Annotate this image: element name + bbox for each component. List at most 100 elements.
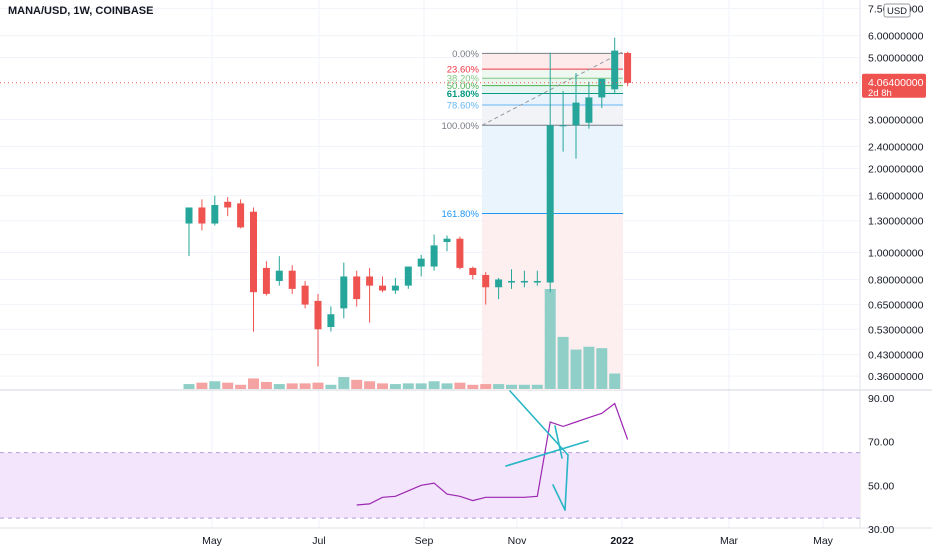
candle-body bbox=[611, 50, 619, 90]
fib-zone bbox=[482, 105, 623, 126]
candle bbox=[456, 236, 464, 270]
candle-body bbox=[237, 203, 245, 228]
candle bbox=[211, 195, 219, 226]
candle-body bbox=[275, 270, 283, 281]
candle-body bbox=[288, 270, 296, 289]
candle bbox=[572, 73, 580, 159]
volume-bar bbox=[467, 384, 479, 389]
candle-body bbox=[340, 276, 348, 309]
current-price-badge bbox=[862, 73, 926, 98]
candle-body bbox=[314, 300, 322, 330]
price-tick-label: 2.40000000 bbox=[868, 141, 924, 153]
annotation-line bbox=[552, 484, 566, 511]
time-axis-label: Jul bbox=[312, 535, 325, 547]
volume-bar bbox=[222, 382, 234, 389]
annotation-line bbox=[554, 425, 563, 459]
volume-bar bbox=[454, 382, 466, 389]
fib-zone bbox=[482, 53, 623, 70]
time-axis-label: Nov bbox=[508, 535, 527, 547]
volume-bar bbox=[209, 381, 221, 389]
fib-zone bbox=[482, 93, 623, 106]
candle-body bbox=[301, 285, 309, 305]
candle bbox=[404, 266, 412, 289]
rsi-tick-label: 90.00 bbox=[868, 393, 894, 405]
fib-level-label: 78.60% bbox=[447, 101, 480, 112]
time-axis-label: Mar bbox=[720, 535, 739, 547]
candle-body bbox=[559, 125, 567, 127]
candle bbox=[379, 276, 386, 293]
volume-bar bbox=[415, 383, 427, 389]
candle bbox=[314, 293, 322, 367]
volume-bar bbox=[325, 384, 337, 389]
currency-badge bbox=[883, 3, 911, 18]
volume-bar bbox=[286, 383, 298, 389]
rsi-tick-label: 30.00 bbox=[868, 524, 894, 536]
candle-body bbox=[546, 125, 554, 283]
candle-body bbox=[443, 238, 451, 243]
volume-bar bbox=[570, 349, 582, 389]
annotation-line bbox=[564, 454, 569, 511]
candle bbox=[301, 280, 309, 309]
current-price-countdown: 2d 8h bbox=[868, 88, 892, 99]
candle-body bbox=[430, 245, 438, 267]
price-tick-label: 6.00000000 bbox=[868, 31, 924, 43]
candle-body bbox=[508, 280, 515, 283]
fib-zone bbox=[482, 85, 623, 94]
candle bbox=[417, 254, 425, 277]
candle-body bbox=[211, 204, 219, 224]
axis-layer: 7.500000006.000000005.000000003.00000000… bbox=[202, 3, 926, 547]
price-tick-label: 1.00000000 bbox=[868, 247, 924, 259]
price-tick-label: 5.00000000 bbox=[868, 53, 924, 65]
volume-bar bbox=[273, 384, 285, 389]
candle-body bbox=[262, 267, 270, 294]
candle-body bbox=[469, 267, 477, 275]
candle bbox=[495, 277, 503, 300]
candle bbox=[327, 306, 335, 332]
volume-bar bbox=[351, 379, 363, 389]
volume-bar bbox=[260, 381, 272, 389]
volume-bar bbox=[312, 382, 324, 389]
volume-bar bbox=[583, 346, 595, 389]
volume-bar bbox=[248, 378, 259, 389]
rsi-tick-label: 50.00 bbox=[868, 480, 894, 492]
price-tick-label: 0.43000000 bbox=[868, 350, 924, 362]
candle bbox=[482, 272, 490, 305]
candle-body bbox=[533, 280, 541, 283]
candle-body bbox=[417, 258, 425, 267]
candle-body bbox=[585, 97, 593, 123]
currency-badge-label: USD bbox=[887, 6, 907, 17]
candle-body bbox=[598, 78, 606, 98]
candle bbox=[353, 270, 361, 307]
price-tick-label: 3.00000000 bbox=[868, 114, 924, 126]
candle bbox=[443, 235, 451, 252]
candle bbox=[559, 90, 567, 152]
time-axis-label: 2022 bbox=[610, 535, 634, 547]
time-axis-label: Sep bbox=[415, 535, 434, 547]
fib-zone bbox=[482, 78, 623, 86]
fib-level-label: 161.80% bbox=[441, 209, 479, 220]
price-tick-label: 0.53000000 bbox=[868, 324, 924, 336]
volume-bar bbox=[235, 384, 247, 389]
fib-level-label: 61.80% bbox=[447, 89, 480, 100]
current-price-value: 4.06400000 bbox=[868, 77, 924, 89]
fib-level-label: 50.00% bbox=[447, 81, 480, 92]
volume-bar bbox=[518, 384, 530, 389]
candle-body bbox=[366, 276, 374, 286]
volume-bar bbox=[441, 383, 453, 389]
volume-bar bbox=[493, 384, 505, 389]
candle bbox=[198, 199, 206, 231]
volume-bar bbox=[196, 382, 208, 389]
fib-level-label: 100.00% bbox=[441, 121, 479, 132]
volume-bar bbox=[299, 383, 311, 389]
candle-body bbox=[520, 280, 528, 283]
candle bbox=[585, 81, 593, 129]
candle-body bbox=[495, 279, 503, 288]
candle-body bbox=[391, 285, 399, 291]
candle-body bbox=[185, 207, 193, 224]
candle bbox=[340, 262, 348, 319]
candle-body bbox=[353, 276, 361, 300]
volume-bar bbox=[183, 384, 195, 389]
candle bbox=[275, 256, 283, 286]
